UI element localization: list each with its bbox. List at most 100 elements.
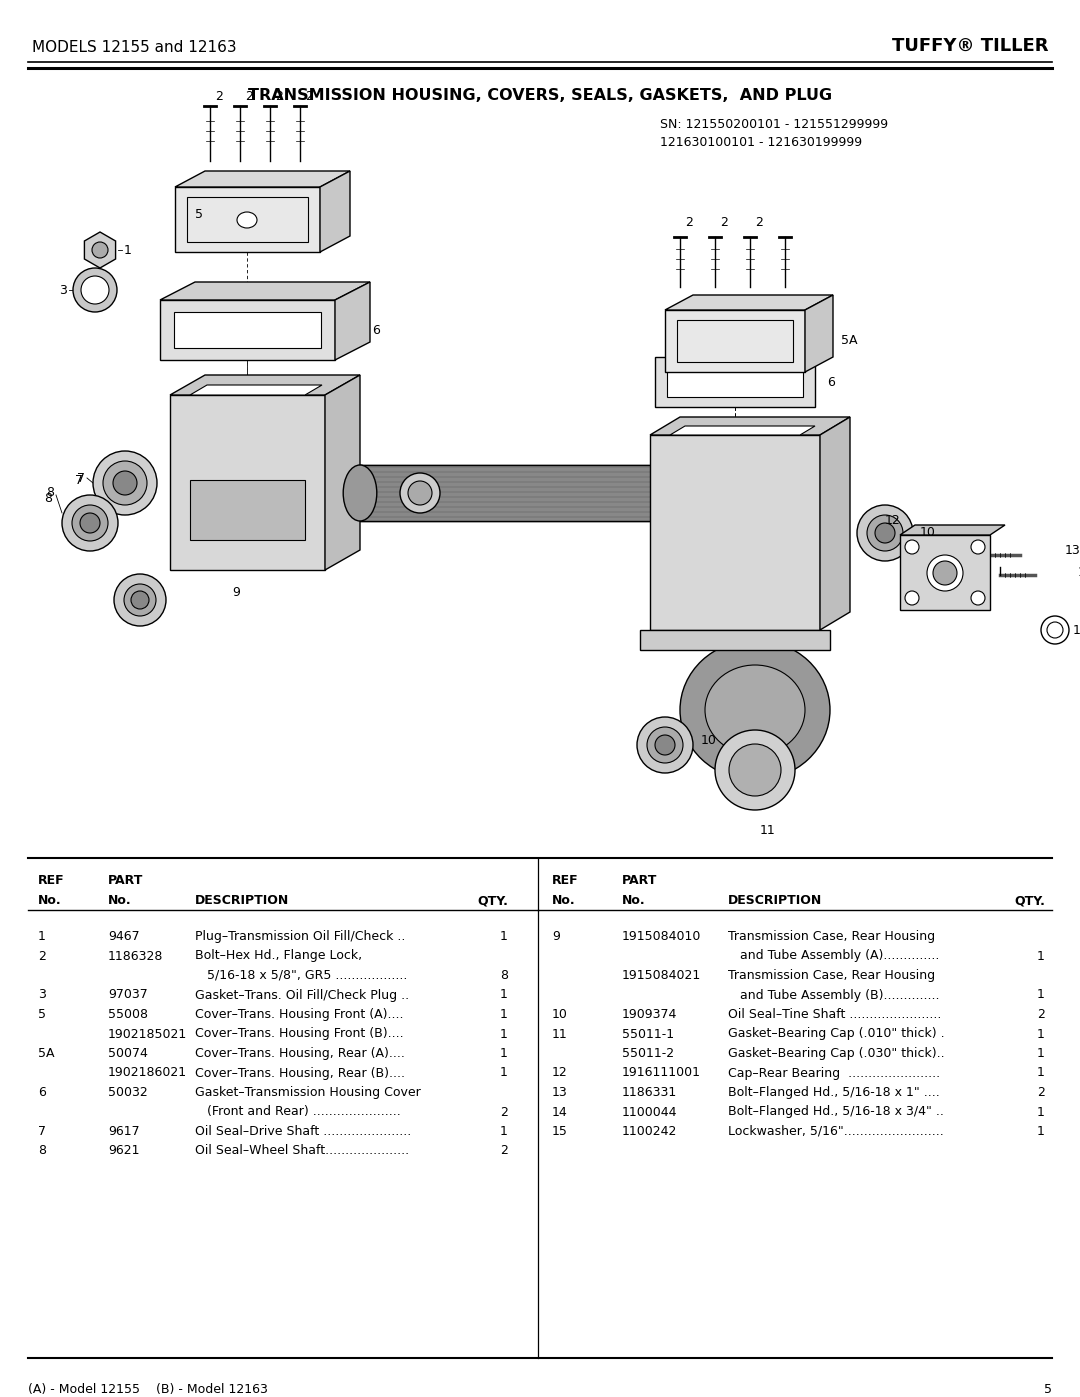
Ellipse shape — [113, 471, 137, 495]
Text: 10: 10 — [920, 527, 936, 539]
Polygon shape — [805, 295, 833, 372]
Polygon shape — [670, 426, 815, 434]
Text: Lockwasher, 5/16".........................: Lockwasher, 5/16".......................… — [728, 1125, 944, 1139]
Ellipse shape — [92, 242, 108, 258]
Text: 7: 7 — [38, 1125, 46, 1139]
Text: DESCRIPTION: DESCRIPTION — [195, 894, 289, 907]
Text: 55011-2: 55011-2 — [622, 1046, 674, 1060]
Ellipse shape — [647, 726, 683, 763]
Ellipse shape — [637, 717, 693, 773]
Ellipse shape — [933, 562, 957, 585]
Polygon shape — [175, 170, 350, 187]
Ellipse shape — [680, 640, 831, 780]
Text: SN: 121550200101 - 121551299999: SN: 121550200101 - 121551299999 — [660, 117, 888, 131]
Text: 1: 1 — [500, 1066, 508, 1080]
Polygon shape — [84, 232, 116, 268]
Ellipse shape — [867, 515, 903, 550]
Ellipse shape — [408, 481, 432, 504]
Text: 1902185021: 1902185021 — [108, 1028, 187, 1041]
Text: 121630100101 - 121630199999: 121630100101 - 121630199999 — [660, 136, 862, 149]
Ellipse shape — [927, 555, 963, 591]
Polygon shape — [160, 300, 335, 360]
Text: 1186331: 1186331 — [622, 1085, 677, 1099]
Text: 1: 1 — [124, 243, 132, 257]
Text: Bolt–Flanged Hd., 5/16-18 x 3/4" ..: Bolt–Flanged Hd., 5/16-18 x 3/4" .. — [728, 1105, 944, 1119]
Ellipse shape — [905, 541, 919, 555]
Text: 1: 1 — [1037, 1125, 1045, 1139]
Text: 1: 1 — [500, 989, 508, 1002]
Text: No.: No. — [108, 894, 132, 907]
Polygon shape — [174, 312, 321, 348]
Text: 1: 1 — [1037, 1028, 1045, 1041]
Polygon shape — [160, 282, 370, 300]
Polygon shape — [335, 282, 370, 360]
Text: Cover–Trans. Housing Front (B)....: Cover–Trans. Housing Front (B).... — [195, 1028, 404, 1041]
Text: PART: PART — [622, 875, 658, 887]
Text: 9621: 9621 — [108, 1144, 139, 1158]
Text: 5: 5 — [1044, 1383, 1052, 1396]
Text: 2: 2 — [1037, 1009, 1045, 1021]
Text: 1: 1 — [1037, 1046, 1045, 1060]
Text: 1915084010: 1915084010 — [622, 930, 701, 943]
Text: Gasket–Bearing Cap (.010" thick) .: Gasket–Bearing Cap (.010" thick) . — [728, 1028, 945, 1041]
Text: QTY.: QTY. — [477, 894, 508, 907]
Text: 2: 2 — [720, 217, 728, 229]
Ellipse shape — [715, 731, 795, 810]
Text: 5: 5 — [195, 208, 203, 222]
Text: No.: No. — [622, 894, 646, 907]
Text: 2: 2 — [38, 950, 45, 963]
Text: Gasket–Transmission Housing Cover: Gasket–Transmission Housing Cover — [195, 1085, 421, 1099]
Ellipse shape — [93, 451, 157, 515]
Text: 1: 1 — [500, 1009, 508, 1021]
Text: Oil Seal–Drive Shaft ......................: Oil Seal–Drive Shaft ...................… — [195, 1125, 411, 1139]
Polygon shape — [190, 481, 305, 541]
Text: 9: 9 — [552, 930, 559, 943]
Ellipse shape — [343, 465, 377, 521]
Polygon shape — [190, 395, 305, 529]
Text: 1100242: 1100242 — [622, 1125, 677, 1139]
Text: 2: 2 — [685, 217, 693, 229]
Polygon shape — [654, 358, 815, 407]
Text: No.: No. — [38, 894, 62, 907]
Polygon shape — [325, 374, 360, 570]
Text: 1: 1 — [1037, 950, 1045, 963]
Text: 5A: 5A — [841, 334, 858, 348]
Text: 2: 2 — [500, 1144, 508, 1158]
Text: 3: 3 — [38, 989, 45, 1002]
Polygon shape — [650, 434, 820, 630]
Polygon shape — [670, 434, 800, 590]
Polygon shape — [665, 295, 833, 310]
Text: 13: 13 — [552, 1085, 568, 1099]
Text: REF: REF — [552, 875, 579, 887]
Polygon shape — [170, 395, 325, 570]
Polygon shape — [175, 187, 320, 251]
Text: Oil Seal–Wheel Shaft.....................: Oil Seal–Wheel Shaft....................… — [195, 1144, 409, 1158]
Ellipse shape — [237, 212, 257, 228]
Text: 8: 8 — [46, 486, 54, 500]
Text: TRANSMISSION HOUSING, COVERS, SEALS, GASKETS,  AND PLUG: TRANSMISSION HOUSING, COVERS, SEALS, GAS… — [248, 88, 832, 103]
Text: 1: 1 — [1037, 989, 1045, 1002]
Text: 15: 15 — [1074, 623, 1080, 637]
Text: 1100044: 1100044 — [622, 1105, 677, 1119]
Text: 15: 15 — [552, 1125, 568, 1139]
Polygon shape — [900, 525, 1005, 535]
Ellipse shape — [72, 504, 108, 541]
Text: 1: 1 — [38, 930, 45, 943]
Ellipse shape — [705, 665, 805, 754]
Text: 2: 2 — [1037, 1085, 1045, 1099]
Ellipse shape — [729, 745, 781, 796]
Text: 55008: 55008 — [108, 1009, 148, 1021]
Ellipse shape — [131, 591, 149, 609]
Text: 1: 1 — [500, 1125, 508, 1139]
Text: (A) - Model 12155    (B) - Model 12163: (A) - Model 12155 (B) - Model 12163 — [28, 1383, 268, 1396]
Text: 50074: 50074 — [108, 1046, 148, 1060]
Text: 5/16-18 x 5/8", GR5 ..................: 5/16-18 x 5/8", GR5 .................. — [195, 970, 407, 982]
Text: 11: 11 — [760, 823, 775, 837]
Text: DESCRIPTION: DESCRIPTION — [728, 894, 822, 907]
Ellipse shape — [62, 495, 118, 550]
Polygon shape — [900, 535, 990, 610]
Ellipse shape — [654, 735, 675, 754]
Ellipse shape — [858, 504, 913, 562]
Ellipse shape — [905, 591, 919, 605]
Text: 1: 1 — [1037, 1105, 1045, 1119]
